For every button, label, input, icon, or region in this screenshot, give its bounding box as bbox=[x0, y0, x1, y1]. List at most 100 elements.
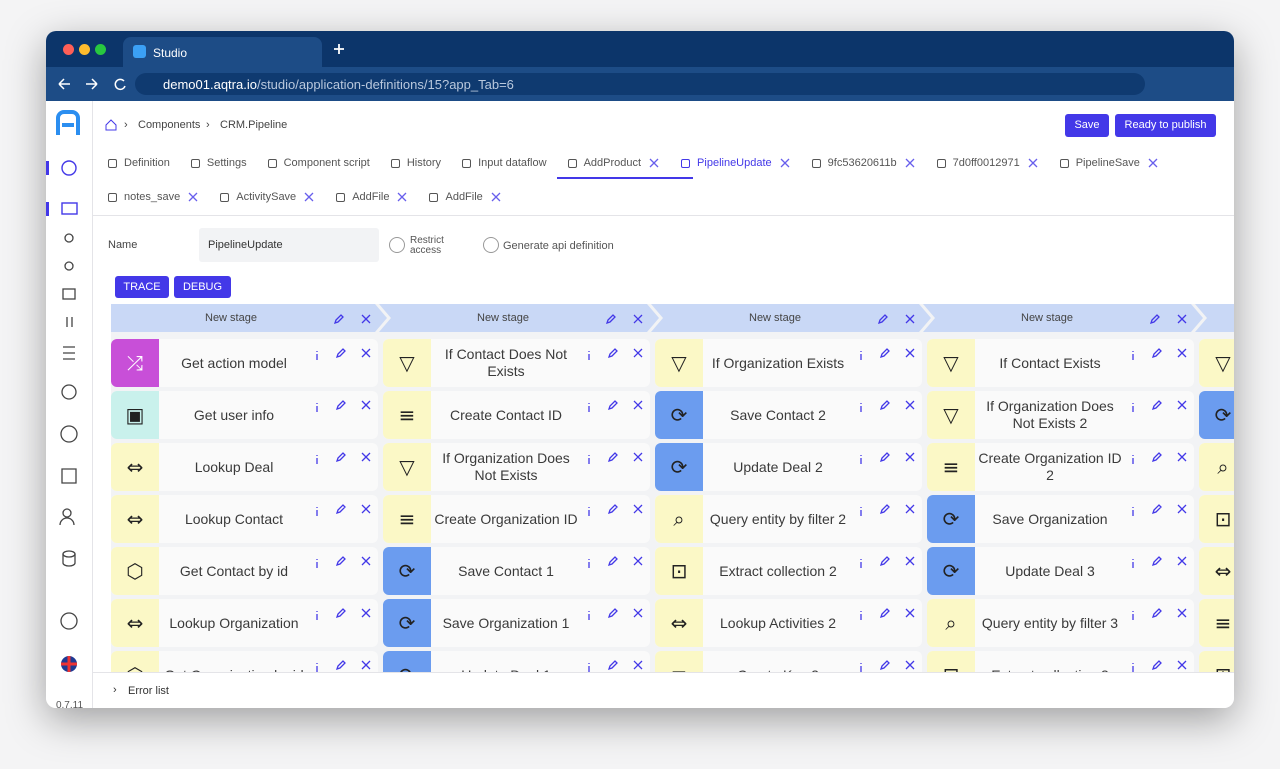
close-icon[interactable] bbox=[187, 191, 199, 203]
error-panel[interactable]: › Error list bbox=[93, 672, 1234, 708]
close-icon[interactable] bbox=[1176, 313, 1188, 328]
step-card[interactable]: ⟳Update Deal 1 bbox=[383, 651, 650, 672]
info-icon[interactable] bbox=[855, 400, 867, 418]
step-card[interactable]: ⇔ Lookup Contact bbox=[111, 495, 378, 543]
edit-icon[interactable] bbox=[879, 606, 891, 624]
close-icon[interactable] bbox=[904, 157, 916, 169]
close-icon[interactable] bbox=[632, 606, 644, 624]
info-icon[interactable] bbox=[1127, 608, 1139, 626]
close-icon[interactable] bbox=[904, 554, 916, 572]
step-card[interactable]: ≡ Create Organization ID bbox=[383, 495, 650, 543]
info-icon[interactable] bbox=[855, 660, 867, 672]
info-icon[interactable] bbox=[1127, 504, 1139, 522]
close-icon[interactable] bbox=[1147, 157, 1159, 169]
info-icon[interactable] bbox=[583, 556, 595, 574]
step-card[interactable]: ⟳ Save Contact 2 bbox=[655, 391, 922, 439]
tab[interactable]: History bbox=[390, 157, 441, 169]
step-card[interactable]: ⌕ Query entity by filter 3 bbox=[927, 599, 1194, 647]
step-card[interactable]: ▽ If Contact Does Not Exists bbox=[383, 339, 650, 387]
edit-icon[interactable] bbox=[1151, 346, 1163, 364]
publish-button[interactable]: Ready to publish bbox=[1115, 114, 1216, 137]
tab[interactable]: Definition bbox=[108, 157, 170, 169]
step-card[interactable]: ⟳ Update Deal 3 bbox=[927, 547, 1194, 595]
step-card[interactable]: ▣ Get user info bbox=[111, 391, 378, 439]
step-card[interactable]: ⊡Extract collection 3 bbox=[927, 651, 1194, 672]
step-card[interactable]: ⊡ bbox=[1199, 495, 1234, 543]
close-icon[interactable] bbox=[904, 450, 916, 468]
step-card[interactable]: ⟳ Save Organization bbox=[927, 495, 1194, 543]
step-card[interactable]: ⟳ Update Deal 2 bbox=[655, 443, 922, 491]
edit-icon[interactable] bbox=[607, 450, 619, 468]
info-icon[interactable] bbox=[1127, 556, 1139, 574]
edit-icon[interactable] bbox=[335, 346, 347, 364]
edit-icon[interactable] bbox=[335, 450, 347, 468]
name-input[interactable]: PipelineUpdate bbox=[199, 228, 379, 262]
url-field[interactable]: demo01.aqtra.io/studio/application-defin… bbox=[135, 73, 1145, 95]
info-icon[interactable] bbox=[1127, 348, 1139, 366]
close-icon[interactable] bbox=[904, 658, 916, 672]
close-icon[interactable] bbox=[1027, 157, 1039, 169]
close-icon[interactable] bbox=[1176, 502, 1188, 520]
tab[interactable]: AddProduct bbox=[567, 157, 660, 169]
edit-icon[interactable] bbox=[607, 398, 619, 416]
info-icon[interactable] bbox=[583, 504, 595, 522]
info-icon[interactable] bbox=[311, 556, 323, 574]
edit-icon[interactable] bbox=[335, 658, 347, 672]
close-icon[interactable] bbox=[632, 398, 644, 416]
edit-icon[interactable] bbox=[879, 554, 891, 572]
step-card[interactable]: ⊡ Extract collection 2 bbox=[655, 547, 922, 595]
new-tab[interactable] bbox=[333, 43, 345, 55]
tab[interactable]: 9fc53620611b bbox=[811, 157, 916, 169]
info-icon[interactable] bbox=[1127, 660, 1139, 672]
edit-icon[interactable] bbox=[879, 398, 891, 416]
browser-tab[interactable]: Studio bbox=[123, 37, 322, 67]
step-card[interactable]: ⇔ Lookup Deal bbox=[111, 443, 378, 491]
edit-icon[interactable] bbox=[879, 502, 891, 520]
step-card[interactable]: ▽ If Organization Does Not Exists bbox=[383, 443, 650, 491]
edit-icon[interactable] bbox=[607, 346, 619, 364]
tab[interactable]: PipelineSave bbox=[1059, 157, 1159, 169]
edit-icon[interactable] bbox=[1151, 398, 1163, 416]
edit-icon[interactable] bbox=[335, 606, 347, 624]
edit-icon[interactable] bbox=[605, 313, 617, 328]
edit-icon[interactable] bbox=[335, 502, 347, 520]
close-icon[interactable] bbox=[632, 313, 644, 328]
close-icon[interactable] bbox=[1176, 658, 1188, 672]
close-icon[interactable] bbox=[904, 313, 916, 328]
close-icon[interactable] bbox=[1176, 346, 1188, 364]
info-icon[interactable] bbox=[311, 452, 323, 470]
edit-icon[interactable] bbox=[879, 450, 891, 468]
close-icon[interactable] bbox=[648, 157, 660, 169]
step-card[interactable]: ⇔ bbox=[1199, 547, 1234, 595]
step-card[interactable]: ⬡ Get Contact by id bbox=[111, 547, 378, 595]
radio[interactable] bbox=[483, 237, 499, 253]
edit-icon[interactable] bbox=[1149, 313, 1161, 328]
step-card[interactable]: ≡ Create Organization ID 2 bbox=[927, 443, 1194, 491]
edit-icon[interactable] bbox=[1151, 450, 1163, 468]
close-icon[interactable] bbox=[303, 191, 315, 203]
tab[interactable]: AddFile bbox=[336, 191, 408, 203]
info-icon[interactable] bbox=[583, 608, 595, 626]
close-icon[interactable] bbox=[1176, 606, 1188, 624]
step-card[interactable]: ≡ Create Contact ID bbox=[383, 391, 650, 439]
tab[interactable]: AddFile bbox=[429, 191, 501, 203]
close-icon[interactable] bbox=[1176, 554, 1188, 572]
close-icon[interactable] bbox=[632, 554, 644, 572]
info-icon[interactable] bbox=[311, 400, 323, 418]
info-icon[interactable] bbox=[855, 348, 867, 366]
edit-icon[interactable] bbox=[1151, 554, 1163, 572]
breadcrumb-item[interactable]: Components bbox=[138, 119, 201, 131]
close-icon[interactable] bbox=[360, 346, 372, 364]
tab[interactable]: Component script bbox=[267, 157, 370, 169]
close-icon[interactable] bbox=[632, 346, 644, 364]
min-dot[interactable] bbox=[79, 44, 90, 55]
close-icon[interactable] bbox=[360, 554, 372, 572]
edit-icon[interactable] bbox=[607, 658, 619, 672]
close-icon[interactable] bbox=[904, 502, 916, 520]
close-icon[interactable] bbox=[360, 502, 372, 520]
close-icon[interactable] bbox=[360, 398, 372, 416]
edit-icon[interactable] bbox=[607, 606, 619, 624]
info-icon[interactable] bbox=[1127, 452, 1139, 470]
edit-icon[interactable] bbox=[1151, 658, 1163, 672]
trace-button[interactable]: TRACE bbox=[115, 276, 169, 298]
